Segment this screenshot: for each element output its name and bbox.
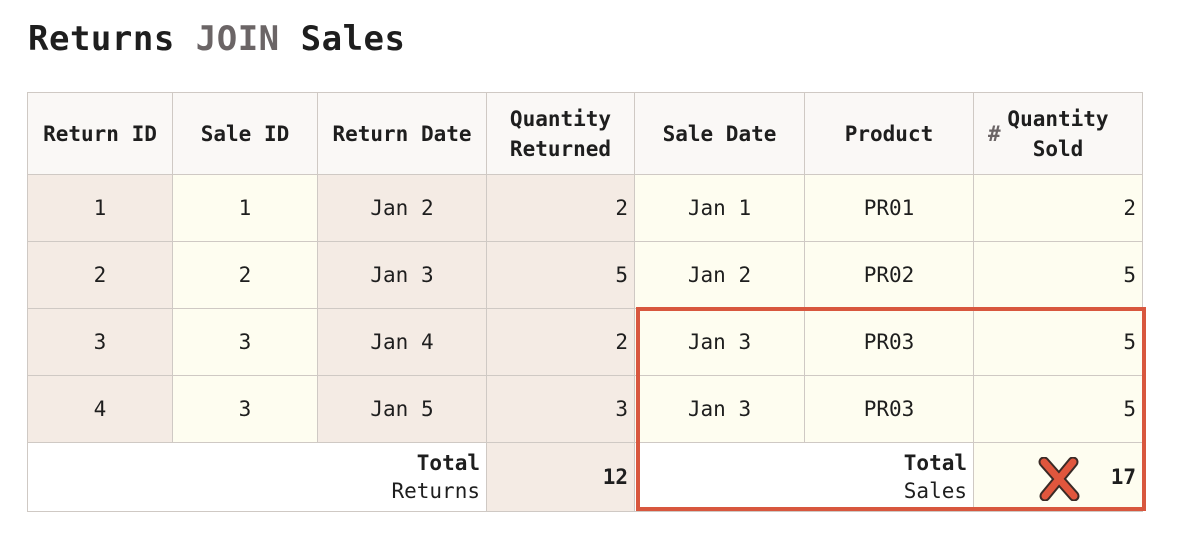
- cell-quantity-returned: 3: [486, 375, 635, 443]
- cell-return-date: Jan 2: [317, 174, 487, 242]
- cell-return-id: 4: [27, 375, 173, 443]
- cell-return-date: Jan 4: [317, 308, 487, 376]
- cell-product: PR01: [804, 174, 974, 242]
- joined-table: Return ID Sale ID Return Date Quantity Re…: [27, 92, 1143, 512]
- total-sales-cell: 17: [973, 442, 1143, 512]
- table-row: 3 3 Jan 4 2 Jan 3 PR03 5: [27, 308, 1143, 376]
- header-row: Return ID Sale ID Return Date Quantity Re…: [27, 92, 1143, 175]
- cell-product: PR02: [804, 241, 974, 309]
- cell-sale-id: 3: [172, 308, 318, 376]
- cell-sale-id: 1: [172, 174, 318, 242]
- header-sale-id: Sale ID: [172, 92, 318, 175]
- cell-quantity-returned: 2: [486, 308, 635, 376]
- title-table-left: Returns: [28, 19, 196, 59]
- cell-sale-date: Jan 2: [634, 241, 805, 309]
- table-row: 1 1 Jan 2 2 Jan 1 PR01 2: [27, 174, 1143, 242]
- cell-quantity-sold: 2: [973, 174, 1143, 242]
- header-quantity-returned: Quantity Returned: [486, 92, 635, 175]
- page-title: Returns JOIN Sales: [28, 14, 405, 64]
- cell-quantity-sold: 5: [973, 375, 1143, 443]
- total-returns-label: Total Returns: [27, 442, 487, 512]
- table-row: 2 2 Jan 3 5 Jan 2 PR02 5: [27, 241, 1143, 309]
- header-product: Product: [804, 92, 974, 175]
- cell-sale-id: 3: [172, 375, 318, 443]
- cell-return-id: 3: [27, 308, 173, 376]
- cell-product: PR03: [804, 308, 974, 376]
- cell-quantity-sold: 5: [973, 308, 1143, 376]
- numeric-column-icon: #: [988, 121, 1001, 146]
- cell-sale-date: Jan 3: [634, 375, 805, 443]
- totals-row: Total Returns 12 Total Sales 17: [27, 442, 1143, 512]
- header-sale-date: Sale Date: [634, 92, 805, 175]
- x-cross-icon: [1038, 457, 1080, 501]
- header-return-date: Return Date: [317, 92, 487, 175]
- cell-quantity-sold: 5: [973, 241, 1143, 309]
- cell-return-id: 2: [27, 241, 173, 309]
- cell-product: PR03: [804, 375, 974, 443]
- cell-return-date: Jan 5: [317, 375, 487, 443]
- total-returns-value: 12: [486, 442, 635, 512]
- header-quantity-sold: # Quantity Sold: [973, 92, 1143, 175]
- cell-return-id: 1: [27, 174, 173, 242]
- cell-sale-id: 2: [172, 241, 318, 309]
- cell-sale-date: Jan 1: [634, 174, 805, 242]
- header-return-id: Return ID: [27, 92, 173, 175]
- cell-quantity-returned: 5: [486, 241, 635, 309]
- cell-sale-date: Jan 3: [634, 308, 805, 376]
- title-table-right: Sales: [279, 19, 406, 59]
- cell-quantity-returned: 2: [486, 174, 635, 242]
- total-sales-value: 17: [1110, 465, 1136, 489]
- total-sales-label: Total Sales: [634, 442, 974, 512]
- title-join-keyword: JOIN: [195, 19, 280, 59]
- table-row: 4 3 Jan 5 3 Jan 3 PR03 5: [27, 375, 1143, 443]
- cell-return-date: Jan 3: [317, 241, 487, 309]
